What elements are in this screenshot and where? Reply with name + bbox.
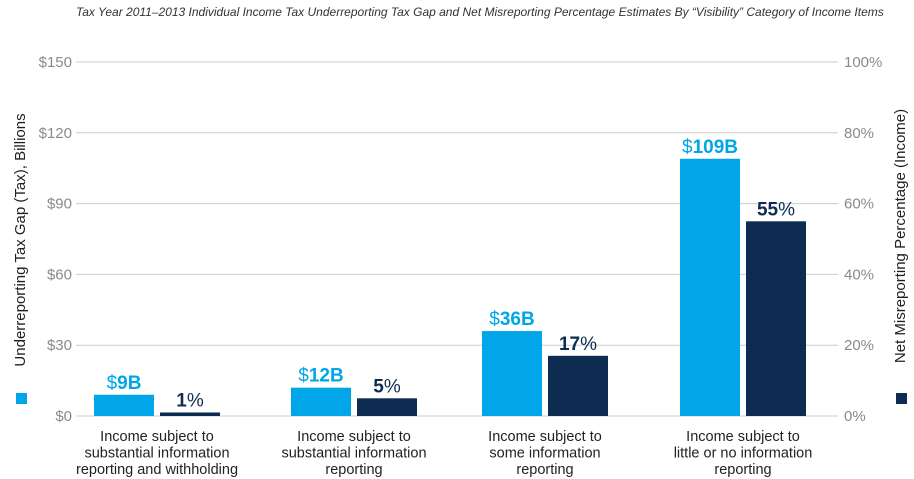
right-axis-title: Net Misreporting Percentage (Income): [892, 109, 909, 363]
data-label-misreporting: 5%: [373, 376, 401, 397]
bar-tax-gap: [482, 331, 542, 416]
category-label: Income subject to substantial information…: [281, 429, 426, 478]
right-tick-label: 20%: [844, 337, 874, 354]
right-tick-label: 40%: [844, 266, 874, 283]
left-tick-label: $90: [47, 196, 72, 213]
right-tick-label: 100%: [844, 54, 882, 71]
data-label-misreporting: 55%: [757, 199, 795, 220]
category-label: Income subject to some information reporti…: [488, 429, 602, 478]
bar-misreporting: [357, 398, 417, 416]
right-tick-label: 0%: [844, 408, 866, 425]
category-label: Income subject to substantial information…: [76, 429, 238, 478]
bar-misreporting: [746, 221, 806, 416]
bar-tax-gap: [291, 387, 351, 416]
data-label-tax-gap: $109B: [682, 137, 738, 158]
bar-misreporting: [160, 412, 220, 416]
left-tick-label: $60: [47, 266, 72, 283]
left-tick-label: $0: [55, 408, 72, 425]
bar-misreporting: [548, 355, 608, 416]
left-tick-label: $120: [39, 125, 72, 142]
bar-tax-gap: [94, 394, 154, 416]
category-label: Income subject to little or no informatio…: [674, 429, 813, 478]
right-tick-label: 60%: [844, 196, 874, 213]
data-label-tax-gap: $12B: [298, 366, 343, 387]
left-tick-label: $150: [39, 54, 72, 71]
right-tick-label: 80%: [844, 125, 874, 142]
tax-gap-legend-swatch: [16, 393, 27, 404]
misreporting-legend-swatch: [896, 393, 907, 404]
chart-title: Tax Year 2011–2013 Individual Income Tax…: [76, 5, 884, 19]
left-axis-title: Underreporting Tax Gap (Tax), Billions: [12, 113, 29, 366]
data-label-misreporting: 1%: [176, 390, 204, 411]
data-label-tax-gap: $36B: [489, 309, 534, 330]
data-label-misreporting: 17%: [559, 334, 597, 355]
bar-tax-gap: [680, 158, 740, 416]
data-label-tax-gap: $9B: [107, 373, 142, 394]
left-tick-label: $30: [47, 337, 72, 354]
